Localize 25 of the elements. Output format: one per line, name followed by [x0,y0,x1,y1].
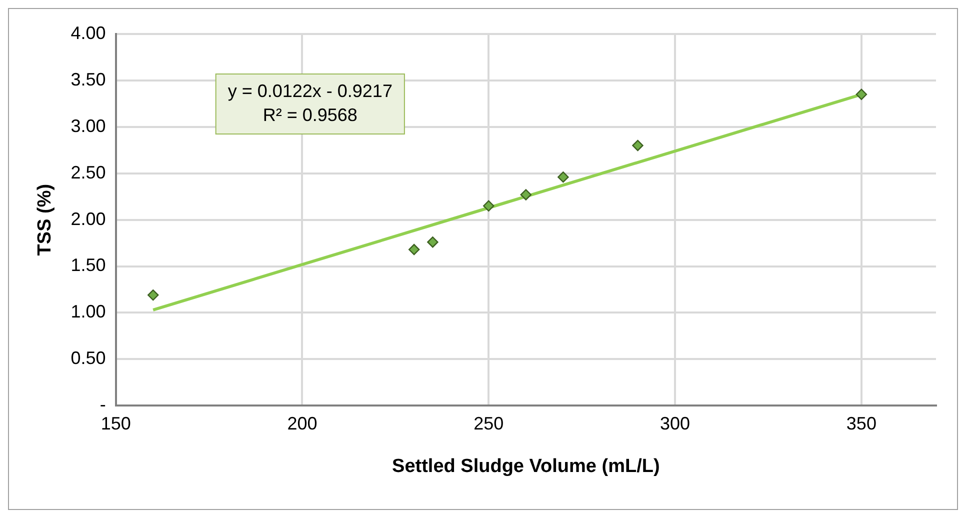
point [148,289,159,301]
x-axis-title: Settled Sludge Volume (mL/L) [392,456,660,477]
y-tick-label: 1.00 [70,302,106,322]
annotation: y = 0.0122x - 0.9217 R² = 0.9568 [228,80,392,125]
x-tick-label: 200 [287,413,318,434]
y-axis-title: TSS (%) [34,184,56,256]
point [856,88,868,100]
point [483,200,494,212]
point [427,236,438,248]
point [632,140,644,152]
y-tick-label: 3.00 [70,116,106,136]
y-tick-label: 0.50 [70,348,106,368]
y-tick-label: - [100,394,106,415]
y-tick-label: 3.50 [70,69,106,90]
x-tick-label: 150 [100,413,131,434]
x-tick-label: 250 [474,413,504,434]
point [408,244,420,256]
y-tick-label: 2.00 [70,208,106,229]
point [520,189,532,200]
y-tick-label: 2.50 [70,162,106,182]
x-tick-label: 350 [846,413,876,434]
point [558,171,569,183]
x-tick-label: 300 [660,413,690,434]
y-tick-label: 1.50 [70,255,106,276]
y-tick-label: 4.00 [70,22,106,43]
